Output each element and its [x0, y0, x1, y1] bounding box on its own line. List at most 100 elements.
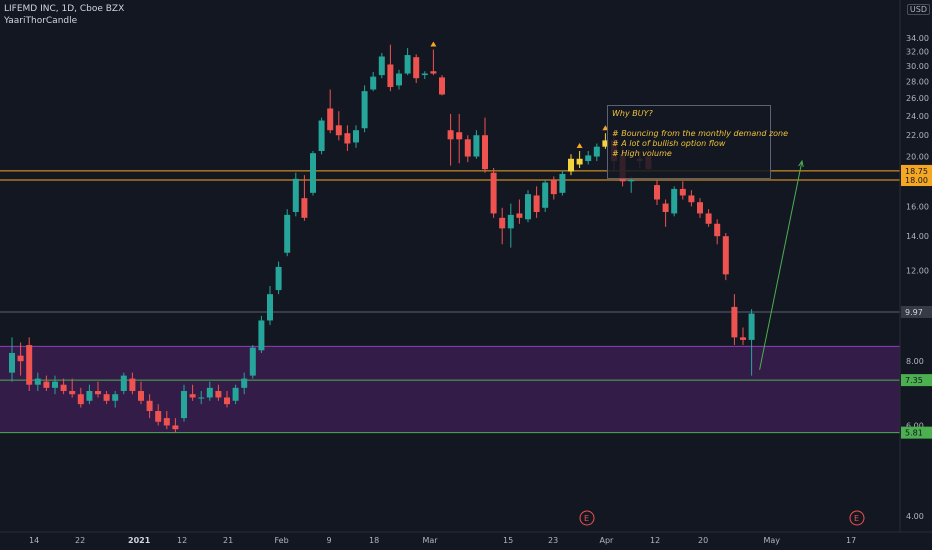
time-tick-label: 17 [846, 536, 856, 545]
candle-body [516, 213, 523, 218]
level-badge [901, 306, 932, 319]
candle-body [396, 73, 402, 86]
level-badge-label: 18.00 [905, 176, 928, 185]
candle-body [77, 394, 84, 405]
level-badge-label: 18.75 [905, 167, 928, 176]
candle-body [499, 217, 506, 229]
candle-body [507, 214, 514, 229]
earnings-marker-icon[interactable] [849, 510, 865, 526]
candle-body [241, 378, 248, 388]
candle-body [714, 223, 721, 237]
time-tick-label: 12 [650, 536, 660, 545]
time-tick-label: Feb [275, 536, 289, 545]
candle-body [602, 140, 609, 147]
time-tick-label: Apr [600, 536, 615, 545]
time-tick-label: 20 [698, 536, 708, 545]
candle-body [593, 146, 600, 157]
level-badge-label: 5.81 [905, 429, 923, 438]
candle-body [456, 132, 463, 140]
time-tick-label: Mar [423, 536, 439, 545]
annotation-line: # High volume [612, 149, 672, 158]
candle-body [559, 173, 566, 193]
candle-body [172, 425, 179, 430]
candle-body [292, 178, 299, 213]
annotation-title: Why BUY? [612, 109, 653, 118]
candle-body [447, 130, 454, 140]
candle-body [439, 77, 445, 95]
candle-body [60, 384, 67, 392]
candle-body [344, 133, 351, 144]
arrow-head-icon [798, 159, 804, 168]
symbol-header: LIFEMD INC, 1D, Cboe BZX [4, 4, 124, 14]
earnings-marker-icon[interactable] [579, 510, 595, 526]
level-badge [901, 174, 932, 187]
signal-triangle-icon [430, 41, 437, 47]
candle-body [482, 135, 488, 170]
time-tick-label: May [764, 536, 781, 545]
candle-body [628, 180, 635, 182]
candle-body [430, 71, 437, 74]
candle-body [740, 337, 746, 340]
price-tick-label: 20.00 [906, 153, 929, 162]
candle-body [671, 188, 678, 214]
candle-body [335, 125, 342, 136]
candle-body [146, 400, 153, 412]
candle-body [654, 185, 660, 200]
price-tick-label: 26.00 [906, 94, 929, 103]
price-tick-label: 4.00 [906, 512, 924, 521]
candle-body [9, 352, 15, 373]
candle-body [722, 236, 729, 275]
candle-body [34, 378, 41, 385]
price-tick-label: 30.00 [906, 62, 929, 71]
candle-body [181, 391, 187, 419]
candle-body [275, 266, 282, 291]
candle-body [43, 381, 50, 388]
annotation-line: # A lot of bullish option flow [612, 139, 726, 148]
annotation-line: # Bouncing from the monthly demand zone [612, 129, 789, 138]
candle-body [585, 155, 592, 162]
candle-body [310, 153, 316, 193]
candle-body [163, 418, 170, 426]
price-tick-label: 8.00 [906, 357, 924, 366]
time-tick-label: 2021 [128, 536, 151, 545]
candle-body [267, 294, 273, 321]
time-tick-label: 12 [177, 536, 187, 545]
candle-body [258, 320, 265, 351]
candle-body [52, 381, 58, 388]
signal-triangle-icon [602, 125, 609, 131]
price-tick-label: 34.00 [906, 34, 929, 43]
candle-body [301, 198, 308, 218]
level-badge [901, 374, 932, 387]
candle-body [249, 347, 256, 376]
candle-body [17, 355, 24, 362]
level-badge-label: 9.97 [905, 308, 923, 317]
candle-body [662, 203, 669, 213]
signal-triangle-icon [576, 143, 583, 149]
time-tick-label: 23 [548, 536, 558, 545]
candle-body [206, 387, 213, 398]
time-tick-label: 22 [75, 536, 85, 545]
candle-body [26, 345, 33, 385]
candle-body [232, 387, 239, 401]
candle-body [198, 397, 205, 399]
currency-badge[interactable]: USD [906, 4, 930, 15]
candle-body [731, 306, 738, 338]
candle-body [318, 120, 325, 152]
candle-body [525, 194, 531, 220]
price-tick-label: 24.00 [906, 112, 929, 121]
time-tick-label: 15 [503, 536, 513, 545]
candle-body [550, 180, 557, 195]
candle-body [155, 411, 162, 422]
price-tick-label: 16.00 [906, 202, 929, 211]
candle-body [421, 73, 428, 76]
candle-body [473, 135, 480, 157]
time-tick-label: 18 [369, 536, 379, 545]
candle-body [103, 394, 110, 401]
candle-body [120, 375, 127, 392]
price-tick-label: 28.00 [906, 77, 929, 86]
candle-body [413, 57, 420, 79]
candle-body [542, 182, 549, 208]
price-tick-label: 12.00 [906, 267, 929, 276]
candle-body [284, 214, 291, 253]
